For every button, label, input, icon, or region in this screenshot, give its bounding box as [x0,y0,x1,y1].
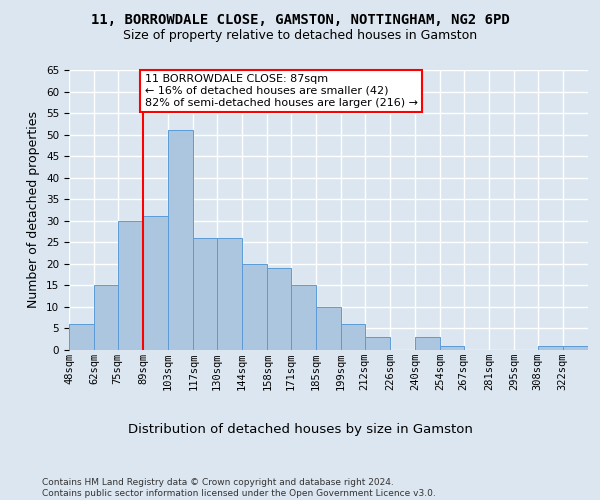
Bar [365,337,390,350]
Bar [193,238,217,350]
Y-axis label: Number of detached properties: Number of detached properties [28,112,40,308]
Text: 11 BORROWDALE CLOSE: 87sqm
← 16% of detached houses are smaller (42)
82% of semi: 11 BORROWDALE CLOSE: 87sqm ← 16% of deta… [145,74,418,108]
Bar [341,324,365,350]
Bar [168,130,193,350]
Text: Size of property relative to detached houses in Gamston: Size of property relative to detached ho… [123,29,477,42]
Bar [69,324,94,350]
Text: Contains HM Land Registry data © Crown copyright and database right 2024.
Contai: Contains HM Land Registry data © Crown c… [42,478,436,498]
Bar [118,221,143,350]
Bar [563,346,588,350]
Text: Distribution of detached houses by size in Gamston: Distribution of detached houses by size … [128,422,472,436]
Bar [94,286,118,350]
Bar [242,264,267,350]
Bar [538,346,563,350]
Bar [217,238,242,350]
Text: 11, BORROWDALE CLOSE, GAMSTON, NOTTINGHAM, NG2 6PD: 11, BORROWDALE CLOSE, GAMSTON, NOTTINGHA… [91,12,509,26]
Bar [290,286,316,350]
Bar [440,346,464,350]
Bar [143,216,168,350]
Bar [316,307,341,350]
Bar [415,337,440,350]
Bar [267,268,290,350]
